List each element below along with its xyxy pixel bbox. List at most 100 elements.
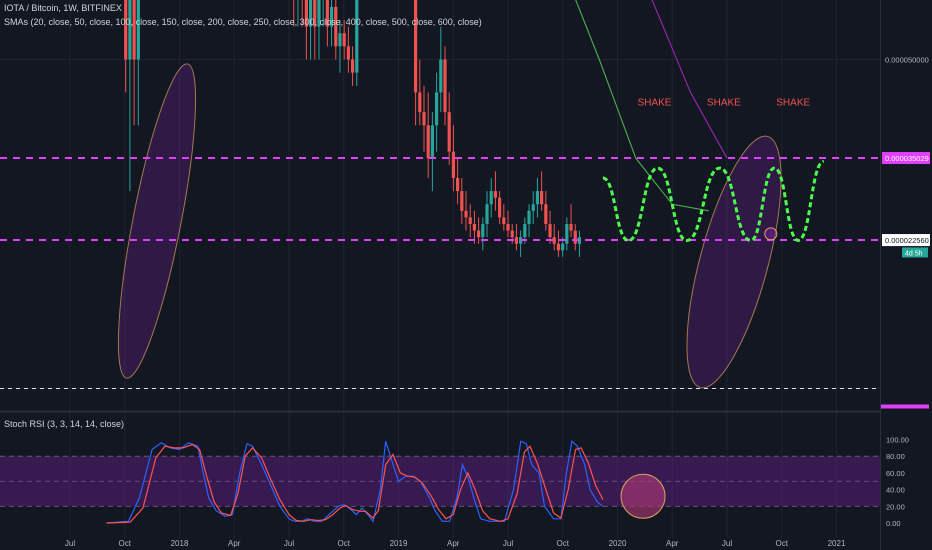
price-tag-current: 0.000022560 — [885, 236, 929, 245]
rsi-tick-label: 0.00 — [886, 519, 901, 528]
rsi-highlight-circle — [620, 473, 666, 519]
time-tick-label: 2018 — [171, 539, 189, 548]
candle-body — [136, 0, 140, 60]
candle-body — [317, 0, 321, 27]
shake-waves — [602, 159, 825, 242]
price-tag-current-bg — [882, 234, 930, 247]
candle-body — [540, 191, 544, 205]
time-tick-label: Apr — [228, 539, 241, 548]
horizontal-levels — [0, 157, 880, 389]
candle-body — [552, 237, 556, 244]
annotation-text: SHAKE — [776, 98, 810, 109]
price-tick-label: 0.000050000 — [885, 56, 929, 65]
candle-body — [418, 92, 422, 113]
candle-body — [477, 230, 481, 238]
candle-body — [535, 191, 540, 205]
price-pane[interactable]: SHAKESHAKESHAKEShake your booty... — [0, 0, 932, 396]
small-circle — [764, 227, 778, 241]
shake-wave — [602, 159, 825, 242]
price-tag-upper: 0.000035029 — [885, 154, 929, 163]
candle-body — [523, 224, 527, 238]
candle-body — [426, 125, 430, 159]
rsi-title[interactable]: Stoch RSI (3, 3, 14, 14, close) — [4, 419, 125, 429]
candle-body — [489, 191, 493, 205]
time-tick-label: Jul — [722, 539, 732, 548]
candle-body — [413, 0, 418, 93]
annotation-text: SHAKE — [638, 98, 672, 109]
candle-body — [502, 217, 506, 224]
time-axis[interactable]: Jul Oct 2018 Apr Jul Oct 2019 Apr Jul Oct 2020 Apr J… — [65, 539, 846, 548]
candle-body — [325, 0, 329, 27]
rsi-line-K — [106, 440, 604, 524]
rsi-tick-label: 80.00 — [886, 452, 905, 461]
time-tick-label: 2020 — [609, 539, 627, 548]
candle-body — [435, 92, 439, 126]
candle-body — [527, 210, 531, 224]
candle-body — [132, 0, 136, 60]
rsi-tick-label: 40.00 — [886, 486, 905, 495]
rsi-tick-label: 100.00 — [886, 436, 909, 445]
time-tick-label: Oct — [338, 539, 351, 548]
candle-body — [329, 6, 334, 27]
candle-body — [544, 204, 548, 224]
candle-body — [481, 224, 485, 238]
price-axis[interactable]: 0.0004500000.0004000000.0003500000.00030… — [885, 0, 929, 65]
time-tick-label: Jul — [284, 539, 294, 548]
rsi-axis[interactable]: 100.00 80.00 60.00 40.00 20.00 0.00 — [886, 436, 909, 529]
candle-body — [439, 59, 443, 93]
candle-body — [451, 151, 456, 178]
pink-stub — [881, 404, 929, 409]
candle-body — [304, 0, 308, 27]
time-tick-label: 2019 — [390, 539, 408, 548]
ellipse-projection — [686, 135, 782, 389]
candles — [124, 0, 582, 257]
annotation-text: SHAKE — [707, 98, 741, 109]
candle-body — [308, 0, 313, 27]
sma-lines — [575, 0, 728, 212]
candle-body — [577, 237, 582, 244]
candle-body — [464, 210, 468, 218]
candle-body — [531, 204, 535, 211]
time-tick-label: Apr — [666, 539, 679, 548]
candle-body — [350, 59, 355, 73]
candle-body — [493, 191, 498, 198]
candle-body — [556, 243, 561, 251]
candle-body — [506, 224, 510, 231]
ellipse-2017-rally — [117, 63, 197, 379]
price-tag-upper-bg — [882, 152, 930, 165]
sma-legend[interactable]: SMAs (20, close, 50, close, 100, close, … — [4, 17, 482, 27]
time-tick-label: Oct — [119, 539, 132, 548]
candle-body — [565, 224, 569, 244]
time-tick-label: Jul — [503, 539, 513, 548]
candle-body — [472, 224, 477, 231]
candle-body — [548, 224, 552, 238]
rsi-tick-label: 20.00 — [886, 502, 905, 511]
candle-body — [569, 224, 573, 231]
annotations: SHAKESHAKESHAKEShake your booty... — [638, 98, 811, 109]
grid — [0, 0, 880, 538]
candle-body — [313, 0, 317, 27]
sma-line — [651, 0, 728, 159]
candle-body — [346, 46, 350, 60]
candle-body — [338, 33, 342, 47]
side-tag-bg — [902, 247, 928, 258]
rsi-line-D — [106, 443, 604, 524]
candle-body — [443, 59, 447, 113]
time-tick-label: Oct — [776, 539, 789, 548]
time-tick-label: Oct — [557, 539, 570, 548]
candle-body — [561, 243, 565, 251]
candle-body — [485, 204, 489, 224]
candle-body — [334, 6, 338, 47]
candle-body — [468, 217, 472, 224]
side-tag-text: 4d 5h — [905, 250, 923, 257]
stoch-rsi-pane[interactable] — [0, 440, 880, 524]
candle-body — [355, 0, 359, 73]
candle-body — [514, 237, 519, 244]
symbol-title: IOTA / Bitcoin, 1W, BITFINEX — [4, 3, 122, 13]
candle-body — [510, 230, 514, 238]
candle-body — [124, 0, 128, 60]
candle-body — [460, 191, 464, 211]
candle-body — [430, 125, 435, 159]
candle-body — [447, 112, 451, 152]
